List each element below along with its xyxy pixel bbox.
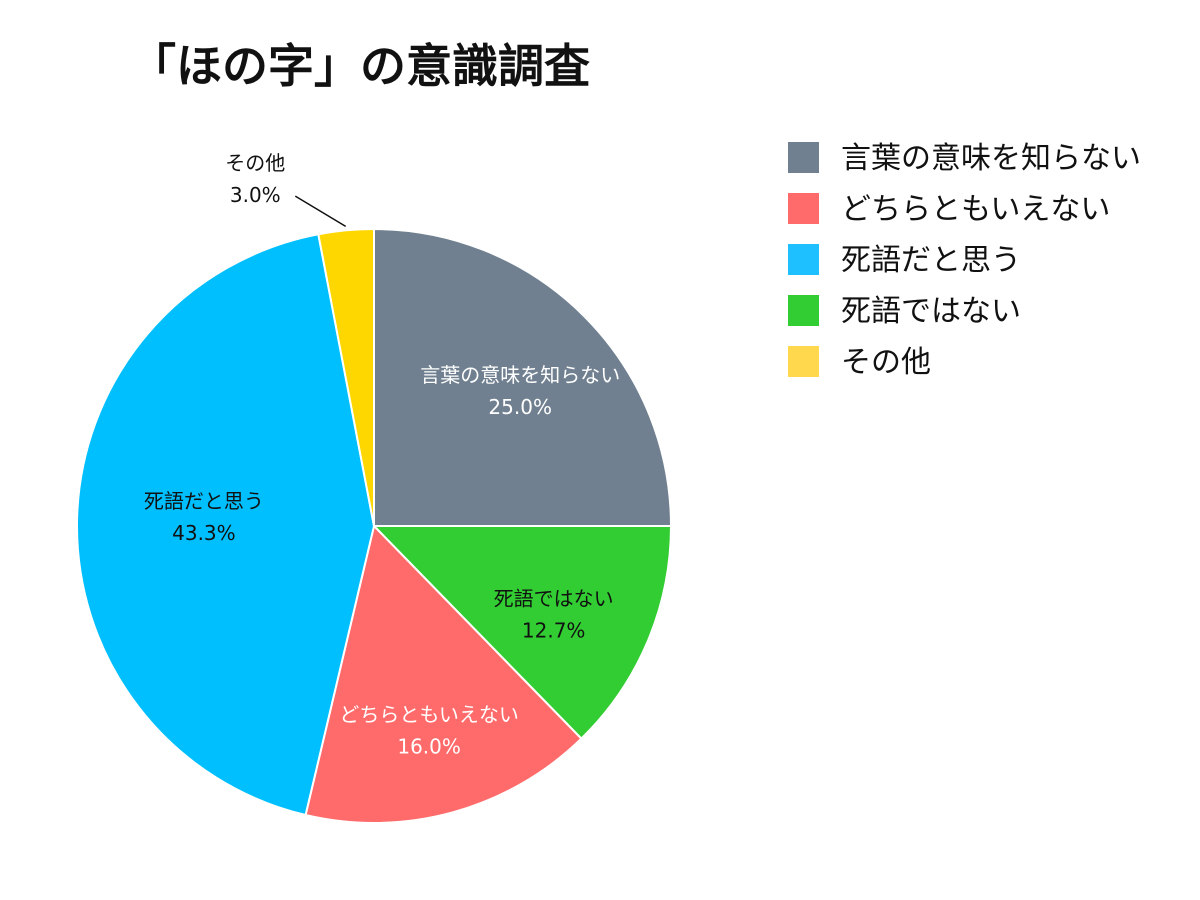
pie-slice bbox=[317, 227, 375, 527]
slice-percent-label: 16.0% bbox=[397, 734, 461, 758]
slice-label-group: 死語ではない 12.7% bbox=[494, 587, 614, 643]
slice-percent-label: 3.0% bbox=[230, 183, 281, 207]
legend-swatch bbox=[788, 346, 819, 377]
slice-category-label: 死語だと思う bbox=[144, 489, 264, 513]
slice-label-group: 言葉の意味を知らない 25.0% bbox=[420, 363, 620, 419]
slice-label-group: どちらともいえない 16.0% bbox=[339, 702, 519, 758]
pie-slice bbox=[371, 525, 673, 741]
legend-label: どちらともいえない bbox=[841, 192, 1110, 227]
legend-label: 言葉の意味を知らない bbox=[841, 141, 1141, 176]
leader-line bbox=[294, 195, 347, 227]
legend-label: その他 bbox=[841, 345, 931, 380]
slice-category-label: どちらともいえない bbox=[339, 702, 519, 726]
legend-item: その他 bbox=[788, 345, 931, 380]
slice-percent-label: 12.7% bbox=[522, 619, 586, 643]
legend-label: 死語だと思う bbox=[841, 243, 1021, 278]
chart-title: 「ほの字」の意識調査 bbox=[130, 39, 590, 93]
slice-label-group: 死語だと思う 43.3% bbox=[144, 489, 264, 545]
slice-category-label: 言葉の意味を知らない bbox=[420, 363, 620, 387]
slice-labels: 言葉の意味を知らない 25.0% 死語ではない 12.7% どちらともいえない 16.0%… bbox=[144, 151, 620, 758]
legend-swatch bbox=[788, 193, 819, 224]
slice-label-group: その他 3.0% bbox=[225, 151, 285, 207]
slice-percent-label: 25.0% bbox=[488, 395, 552, 419]
legend-label: 死語ではない bbox=[841, 294, 1021, 329]
slice-category-label: 死語ではない bbox=[494, 587, 614, 611]
slice-percent-label: 43.3% bbox=[172, 521, 236, 545]
legend-swatch bbox=[788, 244, 819, 275]
pie-slices bbox=[76, 227, 673, 824]
legend-swatch bbox=[788, 295, 819, 326]
legend-item: 言葉の意味を知らない bbox=[788, 141, 1141, 176]
legend-swatch bbox=[788, 142, 819, 173]
legend-item: どちらともいえない bbox=[788, 192, 1110, 227]
pie-slice bbox=[76, 233, 376, 817]
pie-slice bbox=[373, 227, 673, 527]
legend-item: 死語だと思う bbox=[788, 243, 1021, 278]
legend-item: 死語ではない bbox=[788, 294, 1021, 329]
pie-slice bbox=[304, 523, 583, 824]
slice-category-label: その他 bbox=[225, 151, 285, 175]
